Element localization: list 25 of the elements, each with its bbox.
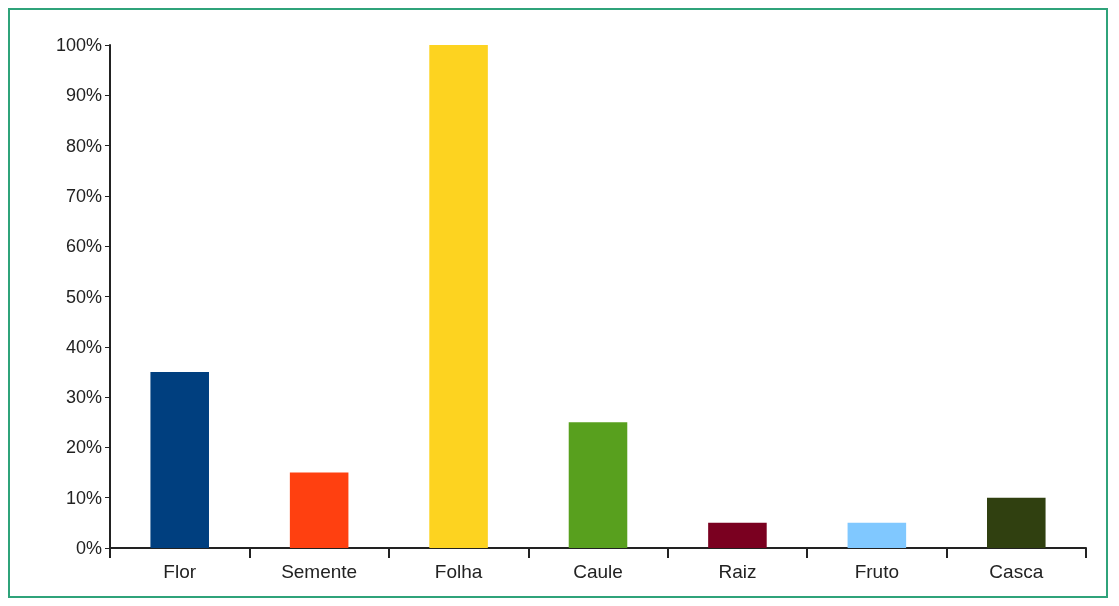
bar (150, 371, 209, 548)
bar (847, 522, 907, 548)
x-tick-label: Flor (163, 561, 197, 582)
x-tick-label: Folha (434, 561, 483, 582)
bar (429, 45, 488, 548)
bar (289, 472, 349, 548)
y-tick-label: 30% (65, 387, 102, 408)
x-tick-label: Raiz (718, 561, 757, 582)
y-tick-label: 10% (65, 487, 102, 508)
x-tick-label: Fruto (854, 561, 900, 582)
y-tick-label: 100% (55, 35, 102, 55)
bar (708, 522, 767, 548)
bar (568, 422, 628, 548)
bar (987, 497, 1046, 548)
x-tick-label: Caule (573, 561, 623, 582)
y-tick-label: 80% (65, 135, 102, 156)
y-tick-label: 50% (65, 286, 102, 307)
y-tick-label: 20% (65, 437, 102, 458)
y-tick-label: 70% (65, 185, 102, 206)
y-tick-label: 60% (65, 236, 102, 257)
y-tick-label: 90% (65, 85, 102, 106)
x-tick-label: Casca (989, 561, 1044, 582)
y-tick-label: 40% (65, 336, 102, 357)
y-tick-label: 0% (75, 538, 102, 558)
x-tick-label: Semente (281, 561, 358, 582)
